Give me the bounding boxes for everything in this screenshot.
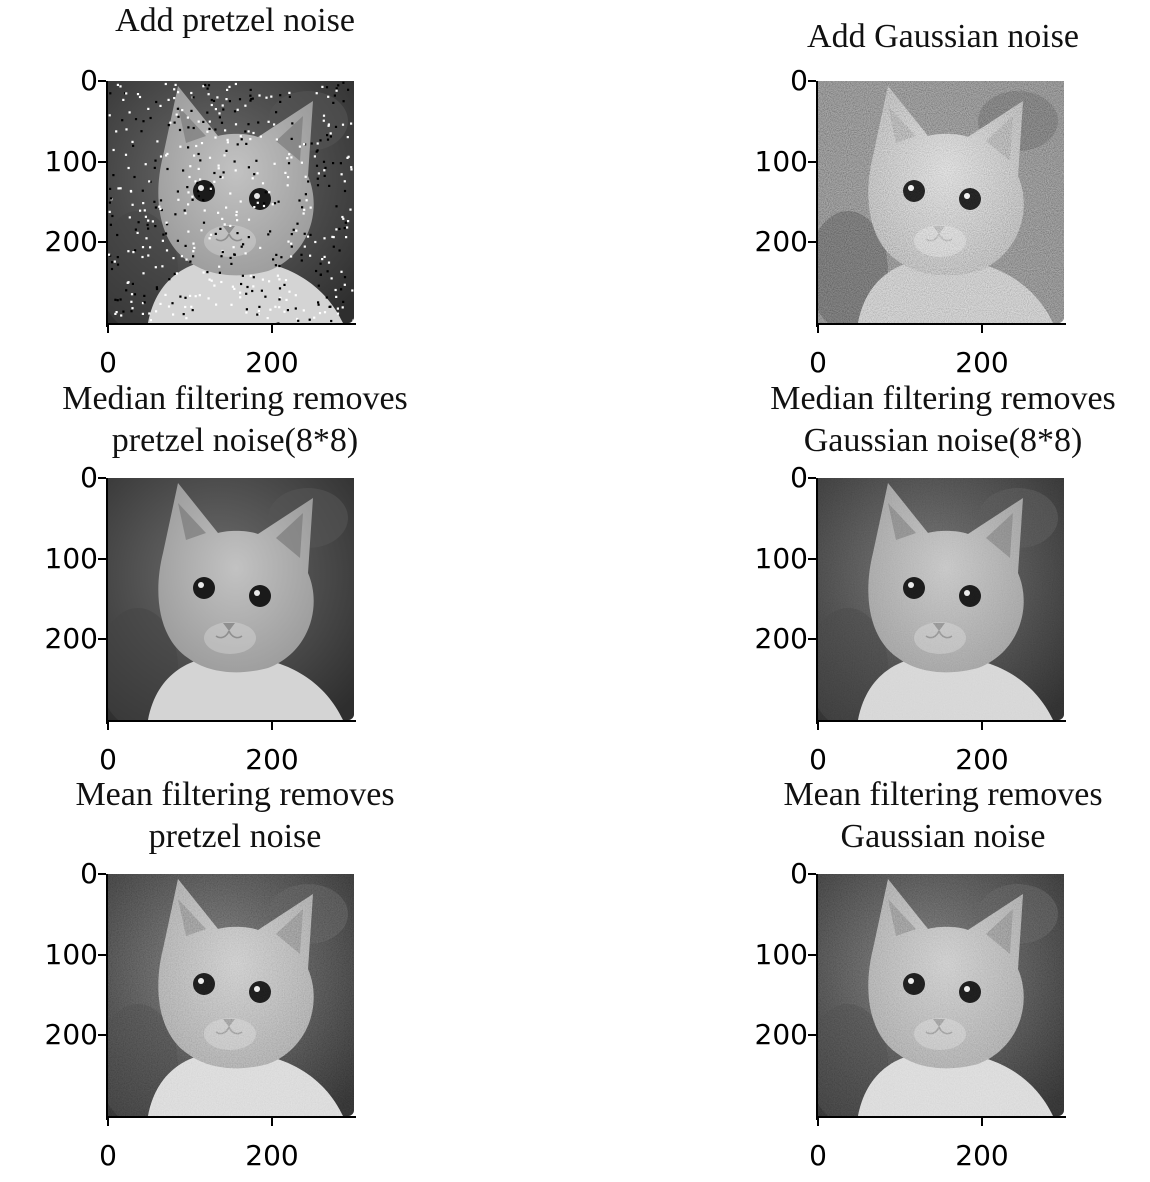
x-tick-mark bbox=[271, 1118, 273, 1126]
x-tick-mark bbox=[817, 325, 819, 333]
x-tick-mark bbox=[981, 1118, 983, 1126]
y-tick-mark bbox=[808, 161, 816, 163]
x-tick-label: 0 bbox=[809, 1142, 827, 1170]
y-tick-label: 100 bbox=[755, 148, 808, 176]
y-axis-spine bbox=[106, 478, 108, 724]
image-panel: Median filtering removes Gaussian noise(… bbox=[708, 396, 1150, 786]
x-tick-label: 200 bbox=[955, 349, 1008, 377]
x-tick-mark bbox=[271, 325, 273, 333]
x-tick-label: 200 bbox=[245, 1142, 298, 1170]
y-axis-spine bbox=[106, 874, 108, 1120]
x-tick-label: 200 bbox=[245, 349, 298, 377]
x-tick-label: 0 bbox=[809, 349, 827, 377]
y-tick-label: 100 bbox=[755, 941, 808, 969]
x-axis-spine bbox=[816, 323, 1066, 325]
y-axis-spine bbox=[816, 874, 818, 1120]
y-tick-label: 200 bbox=[755, 1021, 808, 1049]
y-tick-label: 200 bbox=[45, 625, 98, 653]
y-tick-label: 200 bbox=[45, 1021, 98, 1049]
panel-title: Mean filtering removes Gaussian noise bbox=[708, 774, 1150, 858]
panel-title: Add Gaussian noise bbox=[708, 16, 1150, 58]
image-panel: Add pretzel noise bbox=[0, 0, 560, 390]
y-tick-mark bbox=[98, 558, 106, 560]
y-tick-mark bbox=[808, 638, 816, 640]
y-tick-label: 0 bbox=[80, 464, 98, 492]
y-tick-mark bbox=[98, 638, 106, 640]
y-tick-mark bbox=[808, 558, 816, 560]
y-tick-label: 0 bbox=[790, 464, 808, 492]
y-tick-label: 0 bbox=[790, 860, 808, 888]
x-axis-spine bbox=[106, 323, 356, 325]
y-tick-mark bbox=[98, 1034, 106, 1036]
x-tick-mark bbox=[817, 722, 819, 730]
x-tick-mark bbox=[107, 722, 109, 730]
x-tick-mark bbox=[271, 722, 273, 730]
x-tick-label: 0 bbox=[99, 349, 117, 377]
image-panel: Median filtering removes pretzel noise(8… bbox=[0, 396, 560, 786]
y-tick-label: 0 bbox=[80, 860, 98, 888]
image-panel: Mean filtering removes Gaussian noise bbox=[708, 792, 1150, 1182]
cat-image bbox=[108, 81, 354, 323]
y-tick-mark bbox=[98, 954, 106, 956]
cat-image bbox=[108, 874, 354, 1116]
panel-title: Mean filtering removes pretzel noise bbox=[0, 774, 470, 858]
x-tick-label: 0 bbox=[99, 1142, 117, 1170]
x-axis-spine bbox=[816, 1116, 1066, 1118]
image-panel: Mean filtering removes pretzel noise bbox=[0, 792, 560, 1182]
y-tick-mark bbox=[808, 477, 816, 479]
y-tick-mark bbox=[808, 80, 816, 82]
y-tick-mark bbox=[808, 1034, 816, 1036]
image-panel: Add Gaussian noise bbox=[708, 0, 1150, 390]
panel-title: Median filtering removes Gaussian noise(… bbox=[708, 378, 1150, 462]
panel-title: Median filtering removes pretzel noise(8… bbox=[0, 378, 470, 462]
x-tick-label: 200 bbox=[245, 746, 298, 774]
y-tick-label: 200 bbox=[755, 625, 808, 653]
y-axis-spine bbox=[106, 81, 108, 327]
x-tick-mark bbox=[981, 325, 983, 333]
y-tick-mark bbox=[98, 161, 106, 163]
y-tick-label: 0 bbox=[790, 67, 808, 95]
cat-image bbox=[818, 874, 1064, 1116]
y-axis-spine bbox=[816, 81, 818, 327]
cat-image bbox=[108, 478, 354, 720]
x-tick-label: 0 bbox=[99, 746, 117, 774]
x-tick-label: 200 bbox=[955, 1142, 1008, 1170]
y-tick-label: 100 bbox=[45, 148, 98, 176]
y-tick-mark bbox=[98, 477, 106, 479]
y-tick-mark bbox=[808, 873, 816, 875]
y-tick-mark bbox=[808, 954, 816, 956]
x-axis-spine bbox=[106, 720, 356, 722]
x-tick-mark bbox=[981, 722, 983, 730]
y-tick-label: 100 bbox=[755, 545, 808, 573]
x-tick-mark bbox=[107, 1118, 109, 1126]
y-tick-mark bbox=[98, 241, 106, 243]
cat-image bbox=[818, 478, 1064, 720]
y-tick-label: 200 bbox=[755, 228, 808, 256]
y-tick-mark bbox=[98, 873, 106, 875]
x-tick-label: 200 bbox=[955, 746, 1008, 774]
x-tick-label: 0 bbox=[809, 746, 827, 774]
y-tick-label: 0 bbox=[80, 67, 98, 95]
x-axis-spine bbox=[106, 1116, 356, 1118]
y-tick-label: 200 bbox=[45, 228, 98, 256]
y-tick-mark bbox=[98, 80, 106, 82]
x-tick-mark bbox=[817, 1118, 819, 1126]
x-tick-mark bbox=[107, 325, 109, 333]
y-tick-label: 100 bbox=[45, 941, 98, 969]
y-tick-label: 100 bbox=[45, 545, 98, 573]
x-axis-spine bbox=[816, 720, 1066, 722]
y-tick-mark bbox=[808, 241, 816, 243]
y-axis-spine bbox=[816, 478, 818, 724]
panel-title: Add pretzel noise bbox=[0, 0, 470, 42]
cat-image bbox=[818, 81, 1064, 323]
